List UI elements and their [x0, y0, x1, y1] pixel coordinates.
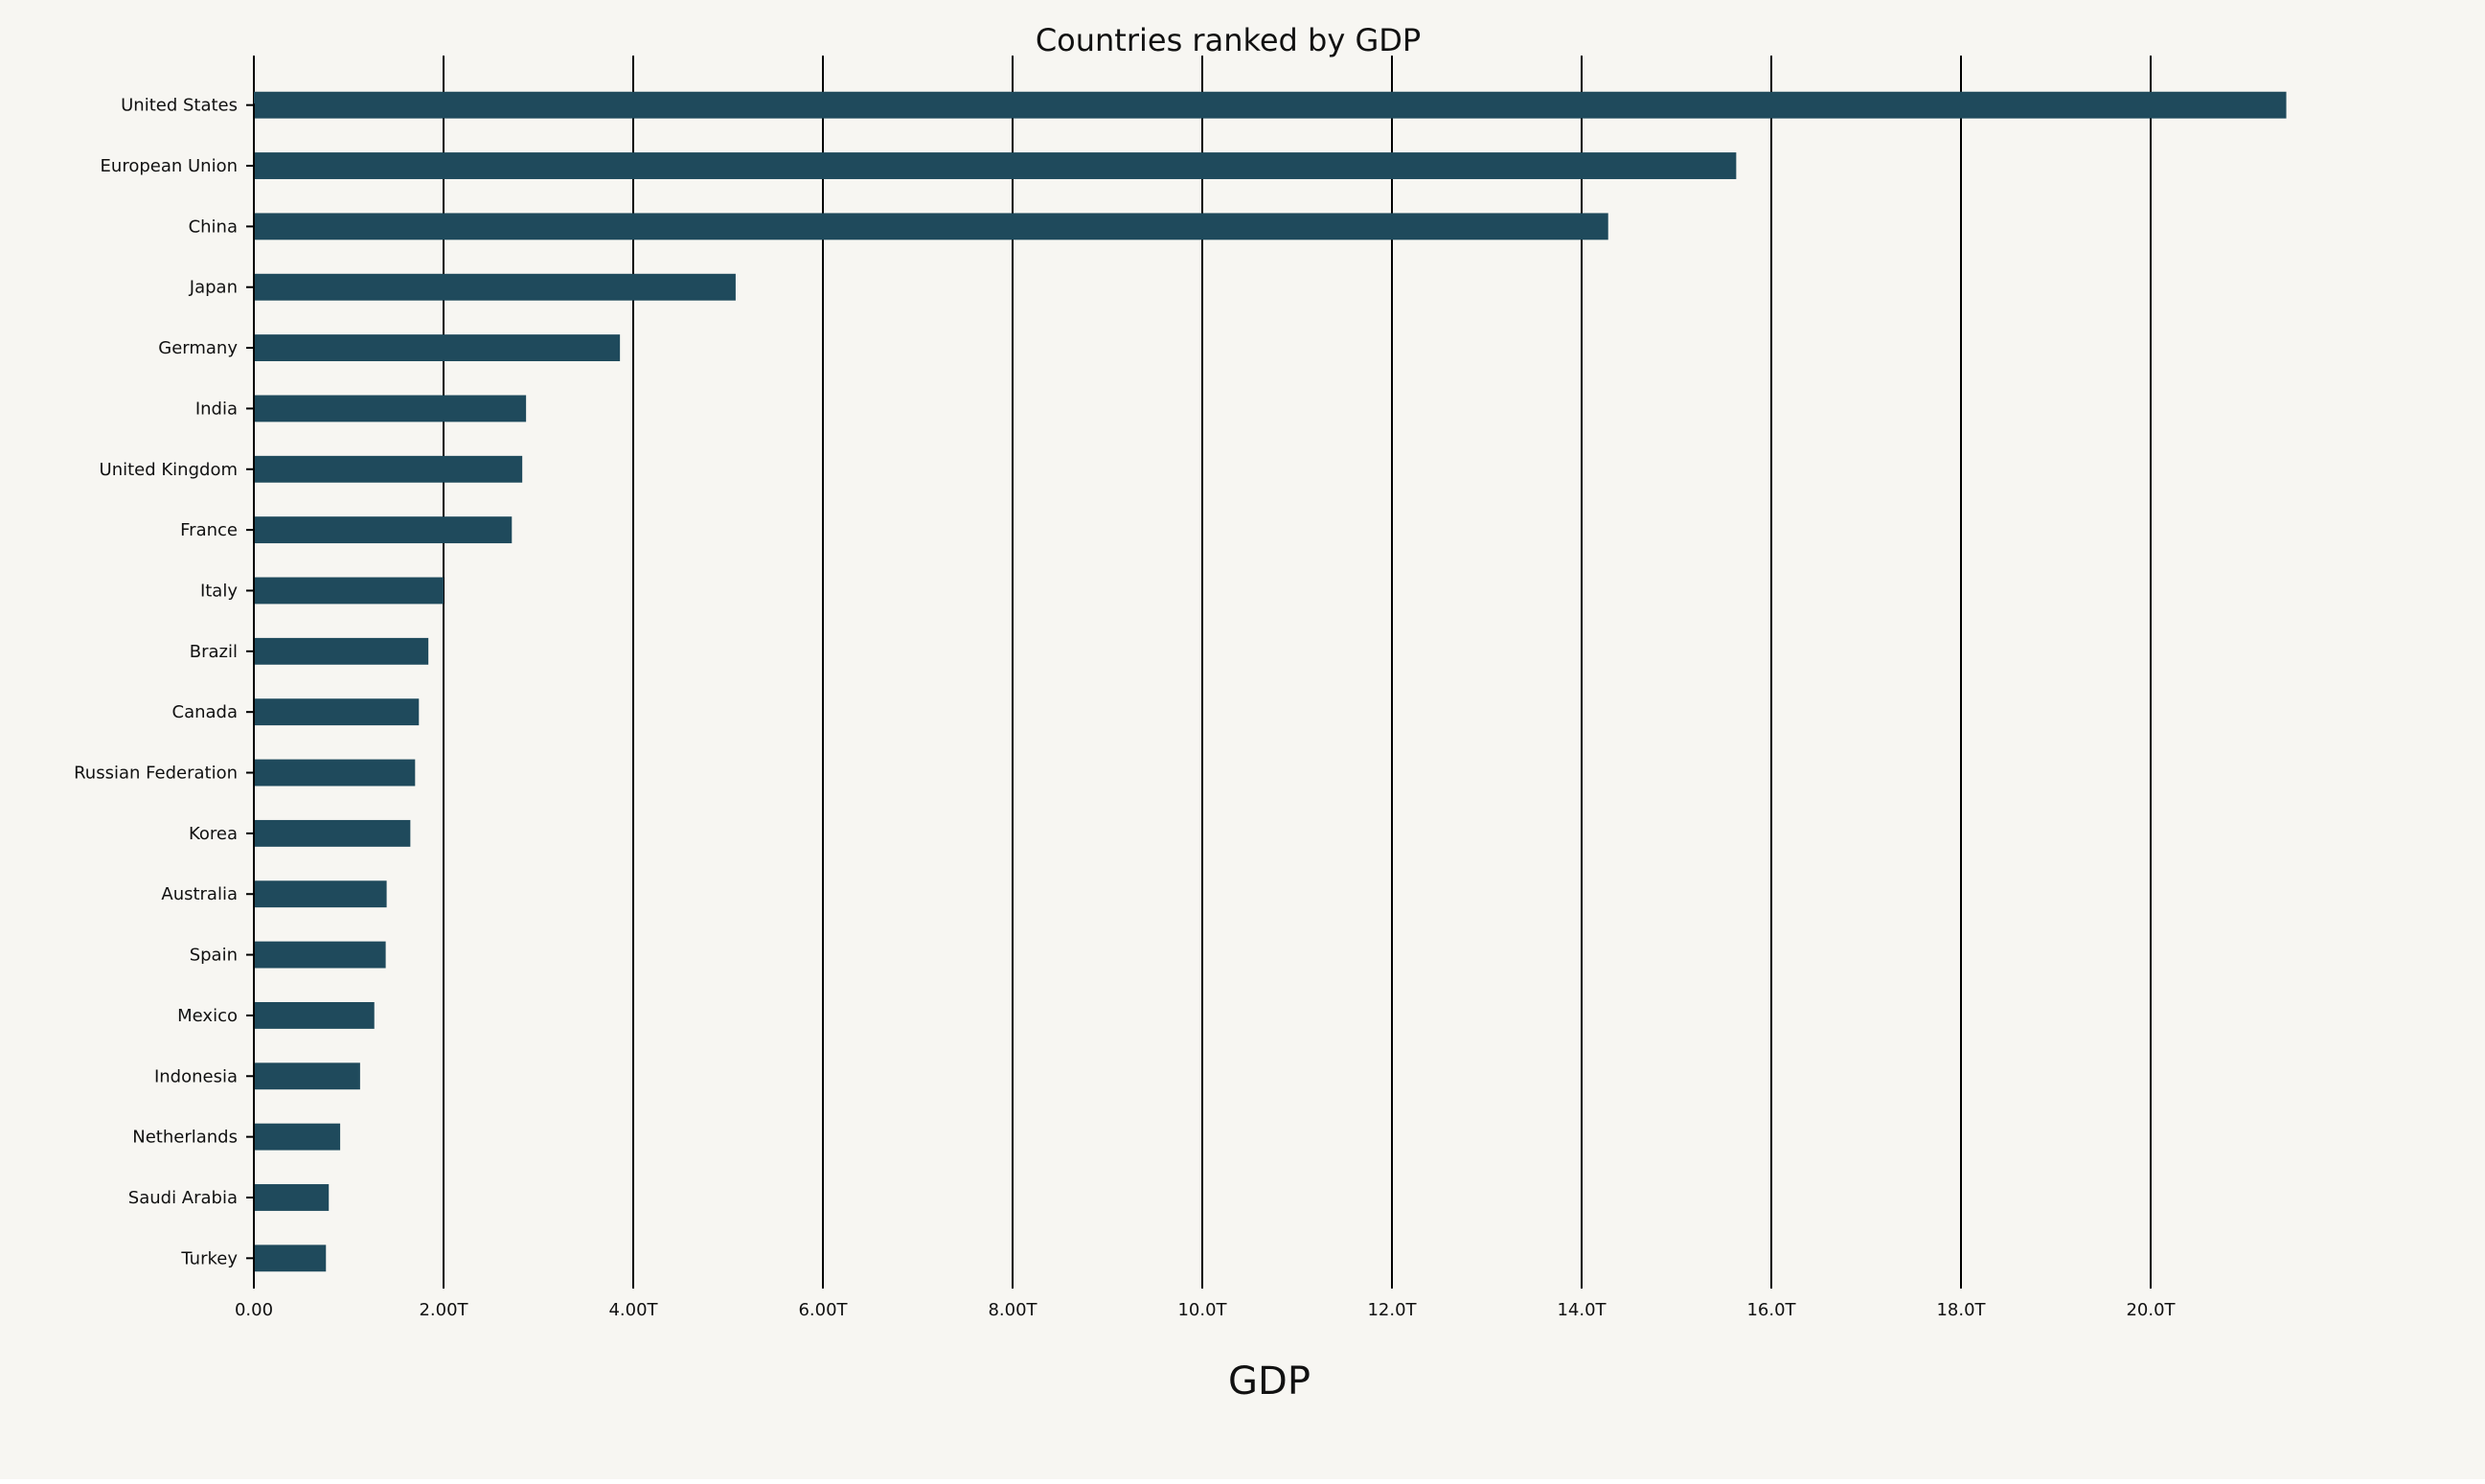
- bar: [254, 1184, 330, 1211]
- bar: [254, 1062, 360, 1090]
- category-label: Brazil: [190, 642, 238, 662]
- bar: [254, 819, 411, 847]
- chart-title: Countries ranked by GDP: [1036, 22, 1421, 58]
- bar: [254, 273, 736, 301]
- category-label: Germany: [158, 338, 238, 358]
- category-label: Australia: [161, 884, 238, 904]
- bars: [254, 91, 2287, 1272]
- x-tick-label: 4.00T: [608, 1300, 658, 1320]
- x-tick-label: 10.0T: [1177, 1300, 1227, 1320]
- category-label: Turkey: [180, 1248, 238, 1268]
- category-label: India: [195, 399, 238, 419]
- bar: [254, 91, 2287, 119]
- x-tick-label: 2.00T: [419, 1300, 468, 1320]
- bar: [254, 577, 444, 605]
- category-label: Italy: [200, 581, 238, 601]
- x-tick-label: 0.00: [235, 1300, 273, 1320]
- category-label: China: [189, 217, 238, 237]
- x-tick-label: 14.0T: [1557, 1300, 1607, 1320]
- bar: [254, 1123, 341, 1151]
- bar: [254, 759, 416, 787]
- category-label: Saudi Arabia: [128, 1188, 238, 1208]
- x-tick-label: 8.00T: [988, 1300, 1037, 1320]
- bar: [254, 1001, 375, 1029]
- category-label: European Union: [101, 156, 238, 176]
- x-axis-title: GDP: [1228, 1359, 1311, 1404]
- x-tick-label: 6.00T: [798, 1300, 848, 1320]
- category-label: United Kingdom: [100, 460, 238, 480]
- bar: [254, 637, 429, 665]
- bar: [254, 941, 386, 969]
- bar: [254, 334, 621, 362]
- bar: [254, 516, 513, 544]
- x-tick-label: 12.0T: [1367, 1300, 1417, 1320]
- bar: [254, 455, 523, 483]
- bar: [254, 395, 527, 422]
- category-label: Netherlands: [132, 1128, 238, 1148]
- category-label: Mexico: [177, 1006, 238, 1026]
- bar: [254, 152, 1737, 179]
- x-tick-label: 20.0T: [2126, 1300, 2176, 1320]
- x-tick-label: 18.0T: [1936, 1300, 1986, 1320]
- bar: [254, 880, 387, 908]
- bar: [254, 698, 420, 726]
- category-label: Spain: [190, 946, 238, 966]
- bar: [254, 1244, 327, 1272]
- x-tick-label: 16.0T: [1746, 1300, 1796, 1320]
- category-label: Russian Federation: [74, 764, 238, 784]
- bar: [254, 213, 1608, 240]
- category-label: Canada: [172, 702, 239, 722]
- x-axis: 0.00 2.00T 4.00T 6.00T 8.00T 10.0T 12.0T 14.0T 1…: [235, 1300, 2177, 1320]
- category-label: France: [180, 520, 238, 540]
- category-label: Indonesia: [154, 1066, 238, 1086]
- category-label: Korea: [189, 824, 238, 844]
- category-label: United States: [121, 96, 238, 116]
- gridlines: [253, 56, 2152, 1289]
- category-label: Japan: [189, 278, 238, 298]
- y-axis: United States European Union China Japan Ger…: [74, 96, 255, 1289]
